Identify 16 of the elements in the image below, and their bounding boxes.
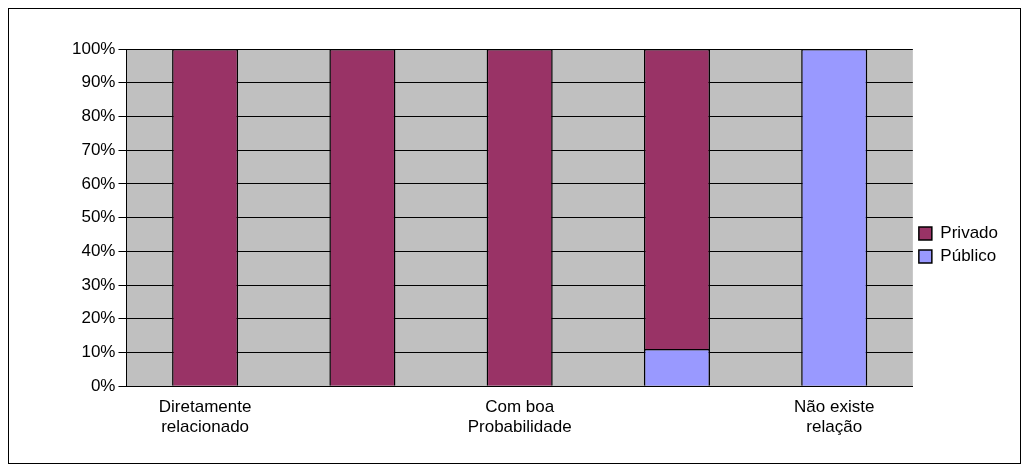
y-tick-label: 100% <box>72 38 116 58</box>
y-tick-label: 50% <box>81 207 116 227</box>
y-tick-label: 20% <box>81 308 116 328</box>
y-tick-label: 70% <box>81 139 116 159</box>
y-tick-label: 10% <box>81 342 116 362</box>
legend-label: Público <box>940 246 997 266</box>
y-tick-label: 90% <box>81 72 116 92</box>
legend-label: Privado <box>940 223 998 243</box>
y-tick-label: 80% <box>81 106 116 126</box>
y-tick-label: 60% <box>81 173 116 193</box>
y-tick-label: 30% <box>81 274 116 294</box>
x-tick-label: Não existe relação <box>794 397 875 437</box>
x-tick-label: Diretamente relacionado <box>158 397 252 437</box>
y-tick-label: 40% <box>81 241 116 261</box>
y-tick-label: 0% <box>90 375 116 395</box>
x-tick-label: Com boa Probabilidade <box>467 397 572 437</box>
